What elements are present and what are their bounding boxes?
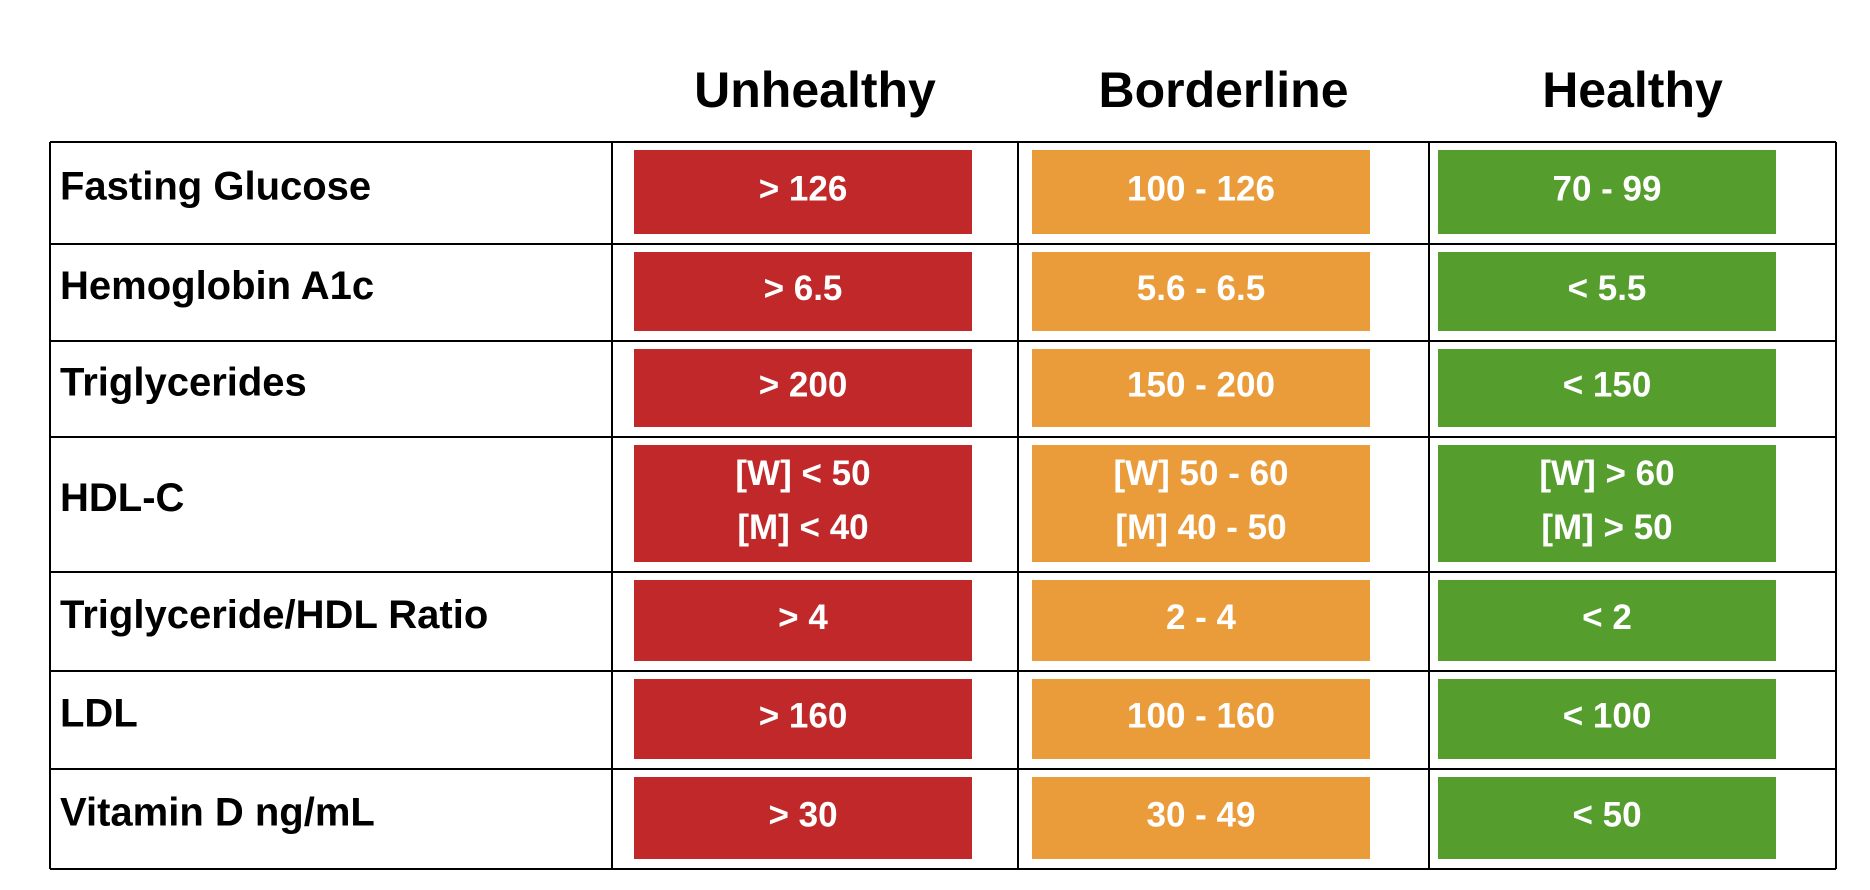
range-box: [1032, 150, 1370, 234]
range-value: > 4: [778, 598, 828, 637]
column-header: Unhealthy: [694, 62, 936, 118]
column-header: Healthy: [1542, 62, 1723, 118]
range-value: 70 - 99: [1553, 169, 1662, 208]
range-box: [634, 150, 972, 234]
range-box: [634, 252, 972, 331]
range-box: [1032, 445, 1370, 562]
range-box: [1438, 252, 1776, 331]
range-box: [1438, 580, 1776, 661]
range-value: 150 - 200: [1127, 365, 1275, 404]
range-value: < 5.5: [1568, 269, 1647, 308]
range-value: < 100: [1563, 696, 1652, 735]
range-value: 100 - 160: [1127, 696, 1275, 735]
range-box: [634, 777, 972, 859]
range-value: 30 - 49: [1147, 795, 1256, 834]
range-box: [1032, 252, 1370, 331]
row-label: Fasting Glucose: [60, 165, 371, 209]
range-value: [M] 40 - 50: [1115, 508, 1286, 547]
row-label: Hemoglobin A1c: [60, 264, 374, 308]
range-box: [1032, 580, 1370, 661]
range-value: > 160: [759, 696, 848, 735]
range-value: [W] 50 - 60: [1113, 454, 1288, 493]
range-box: [1438, 445, 1776, 562]
range-value: > 30: [768, 795, 837, 834]
range-value: 2 - 4: [1166, 598, 1237, 637]
range-value: [M] > 50: [1541, 508, 1672, 547]
range-box: [1438, 679, 1776, 759]
range-box: [1438, 150, 1776, 234]
row-label: HDL-C: [60, 476, 184, 520]
range-value: [W] < 50: [735, 454, 870, 493]
range-value: < 150: [1563, 365, 1652, 404]
range-box: [1032, 349, 1370, 427]
column-header: Borderline: [1098, 62, 1348, 118]
range-value: [W] > 60: [1539, 454, 1674, 493]
range-box: [1438, 777, 1776, 859]
row-label: Triglyceride/HDL Ratio: [60, 593, 488, 637]
range-value: 5.6 - 6.5: [1137, 269, 1265, 308]
range-value: [M] < 40: [737, 508, 868, 547]
row-label: Vitamin D ng/mL: [60, 791, 375, 835]
range-box: [1032, 777, 1370, 859]
row-label: Triglycerides: [60, 361, 307, 405]
range-box: [634, 580, 972, 661]
range-box: [634, 349, 972, 427]
range-value: > 126: [759, 169, 848, 208]
range-box: [1032, 679, 1370, 759]
range-box: [634, 445, 972, 562]
range-value: > 200: [759, 365, 848, 404]
range-box: [634, 679, 972, 759]
range-box: [1438, 349, 1776, 427]
range-value: 100 - 126: [1127, 169, 1275, 208]
range-value: > 6.5: [764, 269, 843, 308]
range-value: < 50: [1572, 795, 1641, 834]
range-value: < 2: [1582, 598, 1632, 637]
row-label: LDL: [60, 692, 138, 736]
